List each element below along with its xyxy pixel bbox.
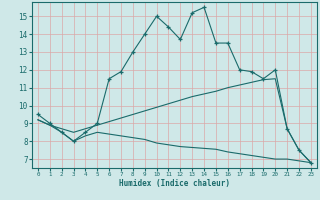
X-axis label: Humidex (Indice chaleur): Humidex (Indice chaleur) [119,179,230,188]
